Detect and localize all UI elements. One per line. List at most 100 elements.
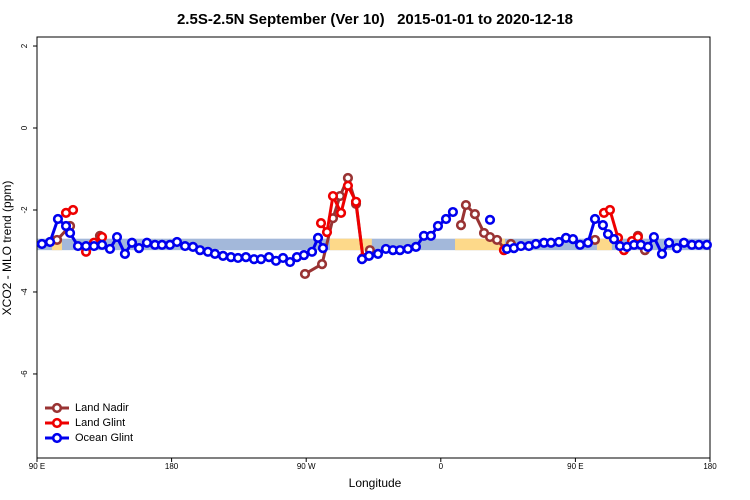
series-marker bbox=[642, 241, 654, 252]
ocean-band bbox=[37, 238, 710, 251]
chart-title: 2.5S-2.5N September (Ver 10) 2015-01-01 … bbox=[177, 11, 573, 28]
series-marker bbox=[402, 243, 413, 255]
series-marker bbox=[317, 243, 329, 254]
series-marker bbox=[80, 240, 92, 252]
series-marker bbox=[156, 239, 168, 250]
series-marker bbox=[545, 237, 557, 248]
x-tick-label: 0 bbox=[439, 462, 444, 471]
series-marker bbox=[194, 245, 206, 256]
series-marker bbox=[60, 220, 72, 232]
series-marker bbox=[209, 248, 221, 259]
series-marker bbox=[298, 249, 310, 261]
x-tick-label: 180 bbox=[165, 462, 179, 471]
series-marker bbox=[64, 227, 76, 239]
series-marker bbox=[632, 231, 644, 243]
series-marker bbox=[141, 237, 153, 248]
series-marker bbox=[589, 213, 601, 225]
series-marker bbox=[447, 206, 459, 218]
series-marker bbox=[425, 230, 437, 241]
series-marker bbox=[88, 240, 100, 252]
x-tick-label: 90 W bbox=[297, 462, 316, 471]
series-marker bbox=[277, 252, 289, 264]
legend-label: Land Glint bbox=[75, 417, 125, 429]
series-marker bbox=[111, 231, 123, 243]
land-span bbox=[455, 238, 505, 251]
series-marker bbox=[72, 240, 84, 252]
series-marker bbox=[52, 213, 64, 225]
series-marker bbox=[96, 239, 108, 250]
series-marker bbox=[306, 246, 318, 257]
series-marker bbox=[432, 220, 444, 232]
series-marker bbox=[678, 237, 690, 248]
series-marker bbox=[455, 220, 467, 231]
series-marker bbox=[312, 232, 324, 243]
series-marker bbox=[648, 231, 660, 243]
series-marker bbox=[133, 243, 145, 254]
series-marker bbox=[335, 207, 347, 218]
x-axis-label: Longitude bbox=[349, 476, 402, 490]
series-marker bbox=[671, 243, 683, 254]
y-tick-label: -2 bbox=[20, 206, 29, 214]
series-marker bbox=[342, 180, 354, 191]
series-marker bbox=[119, 248, 131, 259]
series-marker bbox=[372, 248, 384, 259]
land-span bbox=[596, 238, 612, 251]
series-marker bbox=[316, 259, 328, 270]
series-marker bbox=[363, 250, 375, 262]
series-marker bbox=[484, 214, 496, 225]
series-marker bbox=[604, 204, 616, 216]
series-marker bbox=[350, 196, 362, 207]
series-marker bbox=[232, 252, 244, 264]
series-marker bbox=[663, 237, 675, 248]
series-marker bbox=[104, 243, 116, 255]
series-marker bbox=[126, 237, 138, 248]
series-marker bbox=[321, 227, 333, 238]
x-tick-label: 90 E bbox=[567, 462, 583, 471]
y-tick-label: 2 bbox=[20, 43, 29, 48]
series-marker bbox=[394, 245, 406, 256]
series-marker bbox=[608, 233, 620, 245]
legend-marker bbox=[51, 402, 63, 414]
y-tick-label: -6 bbox=[20, 370, 29, 378]
series-marker bbox=[44, 236, 56, 248]
series-marker bbox=[410, 241, 422, 252]
x-tick-label: 90 E bbox=[29, 462, 45, 471]
series-marker bbox=[67, 204, 79, 216]
series-marker bbox=[96, 231, 108, 243]
y-tick-label: -4 bbox=[20, 288, 29, 296]
series-marker bbox=[597, 220, 609, 231]
series-marker bbox=[460, 199, 472, 211]
series-marker bbox=[515, 240, 527, 252]
series-marker bbox=[255, 254, 267, 265]
series-marker bbox=[582, 237, 594, 248]
legend-marker bbox=[51, 417, 63, 429]
y-axis-label: XCO2 - MLO trend (ppm) bbox=[0, 181, 14, 316]
series-marker bbox=[315, 218, 327, 229]
series-marker bbox=[171, 236, 183, 248]
legend-label: Ocean Glint bbox=[75, 432, 133, 444]
series-marker bbox=[36, 238, 48, 250]
series-marker bbox=[469, 208, 480, 220]
series-marker bbox=[240, 252, 252, 263]
series-marker bbox=[701, 239, 712, 250]
series-marker bbox=[574, 239, 586, 250]
y-tick-label: 0 bbox=[20, 125, 29, 130]
series-marker bbox=[530, 238, 542, 250]
series-marker bbox=[567, 233, 579, 245]
series-marker bbox=[491, 234, 503, 246]
series-marker bbox=[693, 239, 705, 250]
series-marker bbox=[440, 213, 452, 225]
series-marker bbox=[179, 240, 191, 252]
series-marker bbox=[327, 190, 339, 202]
legend-label: Land Nadir bbox=[75, 402, 129, 414]
series-marker bbox=[342, 172, 354, 184]
series-marker bbox=[656, 248, 668, 259]
series-marker bbox=[284, 256, 296, 268]
series-marker bbox=[553, 236, 565, 248]
land-span bbox=[329, 238, 372, 251]
series-marker bbox=[299, 268, 311, 280]
legend-marker bbox=[51, 432, 63, 444]
x-tick-label: 180 bbox=[703, 462, 717, 471]
series-marker bbox=[217, 250, 229, 262]
